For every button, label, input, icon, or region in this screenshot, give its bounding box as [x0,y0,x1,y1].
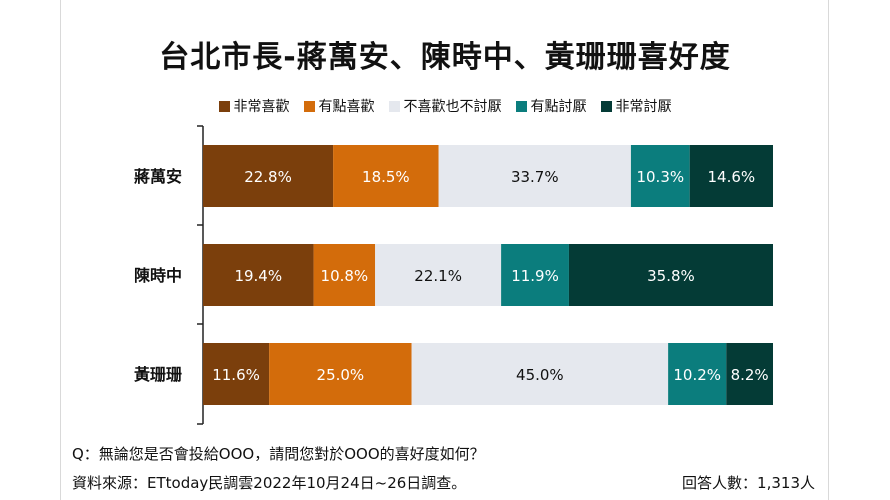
data-label: 45.0% [516,366,564,384]
legend-swatch [303,100,315,112]
bar-segment [668,343,727,405]
data-label: 10.8% [321,267,369,285]
legend-item: 非常喜歡 [218,96,290,116]
data-label: 8.2% [731,366,769,384]
data-label: 18.5% [362,168,410,186]
bar-segment [726,343,773,405]
data-label: 11.6% [212,366,260,384]
bar-segment [568,244,773,306]
legend-item: 非常討厭 [600,96,672,116]
bar-segment [269,343,412,405]
legend-swatch [388,100,400,112]
data-label: 10.2% [673,366,721,384]
legend-label: 非常喜歡 [233,99,290,115]
category-label: 蔣萬安 [134,167,182,186]
right-frame-line [828,0,829,500]
bar-segment [333,145,439,207]
bar-segment [411,343,669,405]
bar-segment [203,145,334,207]
legend-item: 有點喜歡 [303,96,375,116]
data-label: 22.1% [414,267,462,285]
legend-label: 非常討厭 [615,99,672,115]
bar-segment [501,244,569,306]
bar-segment [203,244,314,306]
bar-segment [375,244,502,306]
bar-segment [203,343,270,405]
category-label: 陳時中 [134,266,182,285]
data-label: 35.8% [647,267,695,285]
bar-segment [630,145,690,207]
left-frame-line [60,0,61,500]
data-label: 10.3% [636,168,684,186]
chart-legend: 非常喜歡 有點喜歡 不喜歡也不討厭 有點討厭 非常討厭 [0,96,890,116]
bar-segment [313,244,376,306]
data-label: 25.0% [317,366,365,384]
data-label: 33.7% [511,168,559,186]
survey-question: Q：無論您是否會投給OOO，請問您對於OOO的喜好度如何？ [72,445,485,463]
legend-item: 不喜歡也不討厭 [388,96,502,116]
data-label: 14.6% [708,168,756,186]
legend-item: 有點討厭 [515,96,587,116]
data-label: 19.4% [234,267,282,285]
legend-swatch [600,100,612,112]
respondent-count: 回答人數：1,313人 [682,474,815,492]
legend-label: 不喜歡也不討厭 [403,99,502,115]
legend-swatch [218,100,230,112]
legend-label: 有點喜歡 [318,99,375,115]
chart-title: 台北市長-蔣萬安、陳時中、黃珊珊喜好度 [159,40,731,75]
bar-segment [689,145,773,207]
data-label: 11.9% [511,267,559,285]
legend-swatch [515,100,527,112]
data-label: 22.8% [244,168,292,186]
category-label: 黃珊珊 [133,365,182,384]
bar-segment [438,145,631,207]
data-source: 資料來源：ETtoday民調雲2022年10月24日~26日調查。 [72,474,467,492]
legend-label: 有點討厭 [530,99,587,115]
